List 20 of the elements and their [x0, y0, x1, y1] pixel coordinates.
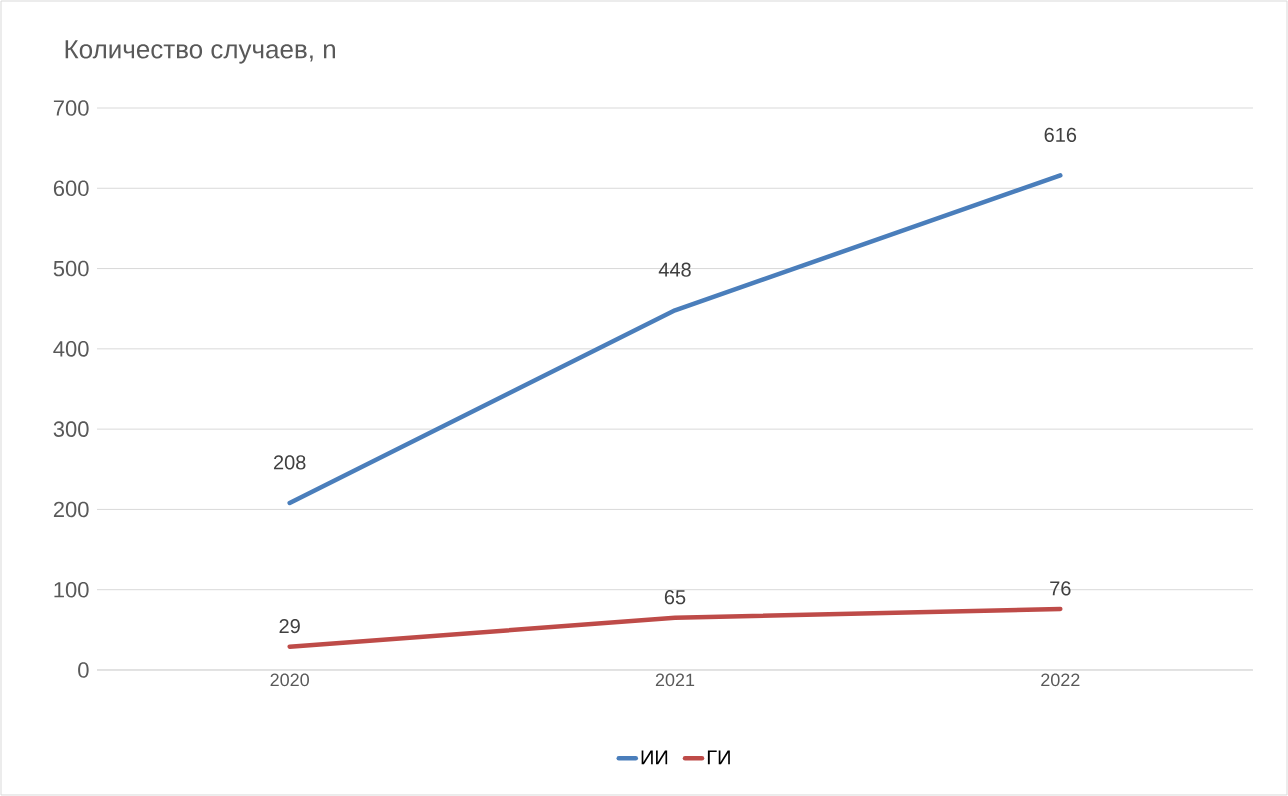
data-label: 208: [273, 455, 306, 470]
y-tick-label: 600: [53, 180, 89, 197]
y-tick-label: 700: [53, 100, 89, 116]
y-tick-label: 300: [53, 421, 89, 437]
x-tick-label: 2022: [1041, 673, 1080, 687]
chart-title: Количество случаев, n: [65, 40, 335, 64]
y-tick-label: 0: [78, 662, 89, 678]
y-tick-label: 500: [53, 260, 89, 277]
y-tick-label: 100: [54, 581, 89, 598]
y-tick-label: 200: [53, 501, 89, 518]
legend-label: ИИ: [641, 750, 668, 765]
data-label: 448: [658, 262, 691, 277]
legend-label: ГИ: [707, 750, 730, 765]
data-label: 29: [279, 619, 300, 634]
data-label: 65: [664, 590, 686, 605]
x-tick-label: 2021: [655, 673, 695, 687]
data-label: 616: [1044, 127, 1077, 142]
data-label: 76: [1050, 581, 1071, 596]
y-tick-label: 400: [53, 341, 89, 357]
x-tick-label: 2020: [270, 673, 309, 687]
